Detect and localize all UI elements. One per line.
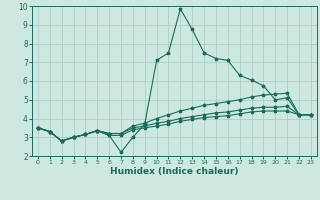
X-axis label: Humidex (Indice chaleur): Humidex (Indice chaleur) <box>110 167 239 176</box>
